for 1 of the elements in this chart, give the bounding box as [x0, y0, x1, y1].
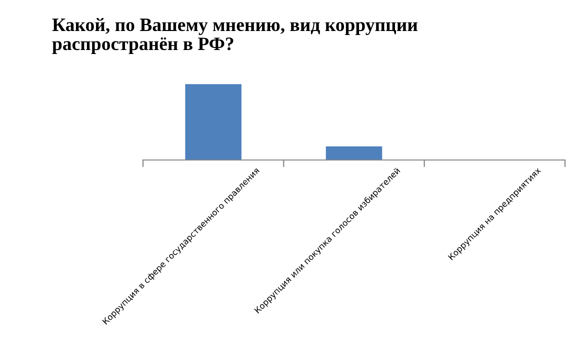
chart-title: Какой, по Вашему мнению, вид коррупции распространён в РФ? [52, 18, 418, 54]
